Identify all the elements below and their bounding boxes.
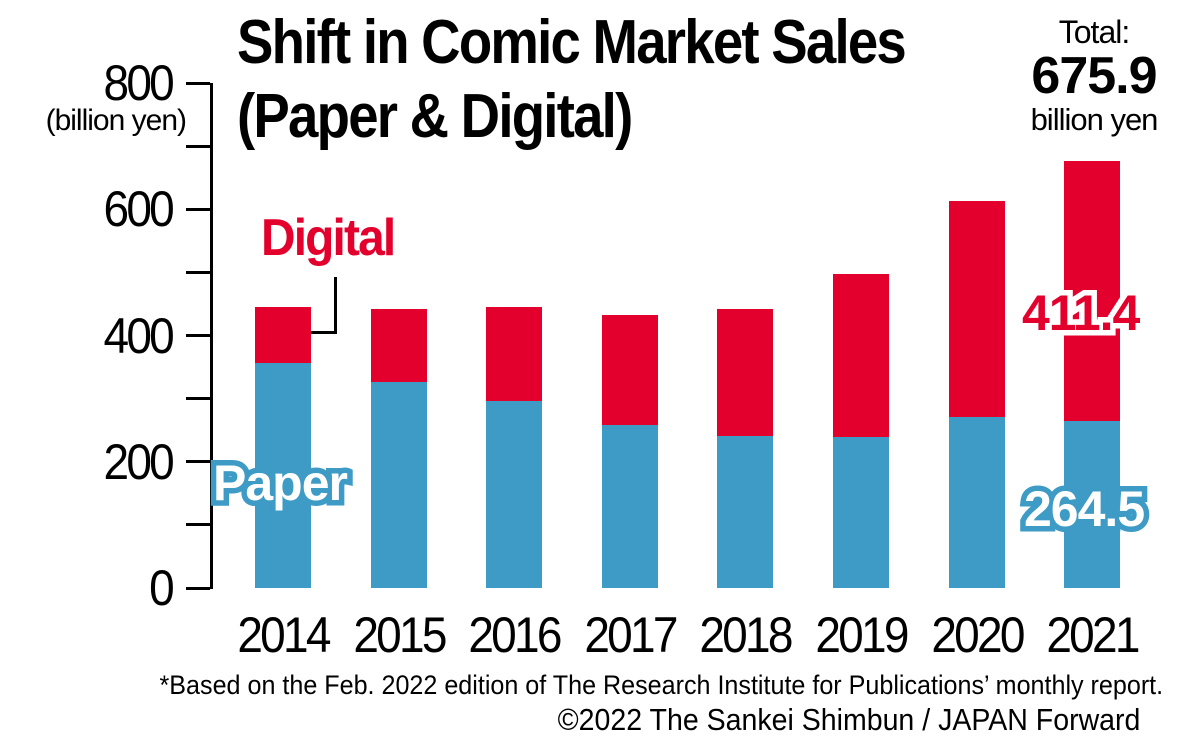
y-axis-tick-label-800: 800 xyxy=(103,55,175,111)
copyright-notice: ©2022 The Sankei Shimbun / JAPAN Forward xyxy=(557,702,1140,737)
paper-series-label-text: Paper xyxy=(213,455,348,511)
y-axis-unit-label: (billion yen) xyxy=(45,104,187,137)
y-axis-tick-label-200: 200 xyxy=(103,433,175,490)
y-axis-tick-700 xyxy=(186,144,210,148)
bar-paper-segment-2016 xyxy=(486,400,542,588)
paper-series-label-outline: Paper xyxy=(208,453,354,514)
y-axis-tick-500 xyxy=(186,270,210,274)
total-annotation: Total: 675.9 billion yen xyxy=(1011,14,1177,137)
digital-value-label-2021: 411.4 411.4 xyxy=(1016,283,1145,344)
bar-digital-segment-2016 xyxy=(486,306,542,401)
x-axis-label-2019: 2019 xyxy=(815,607,909,663)
y-axis-tick-label-400: 400 xyxy=(103,307,175,364)
bar-paper-segment-2020 xyxy=(949,417,1005,588)
y-axis-spine xyxy=(210,83,213,589)
y-axis-tick-200 xyxy=(186,460,210,464)
y-axis-tick-100 xyxy=(186,523,210,527)
digital-value-outline: 411.4 xyxy=(1016,283,1145,344)
x-axis-label-2020: 2020 xyxy=(931,607,1025,663)
paper-series-label: Paper Paper xyxy=(208,453,354,514)
bar-digital-segment-2020 xyxy=(949,201,1005,418)
y-axis-tick-300 xyxy=(186,397,210,401)
bar-paper-segment-2019 xyxy=(833,437,889,588)
digital-callout-line-vertical xyxy=(334,277,337,334)
digital-callout-line-horizontal xyxy=(311,331,337,334)
paper-value-label-2021: 264.5 264.5 xyxy=(1018,479,1150,540)
y-axis-tick-label-0: 0 xyxy=(149,560,175,616)
bar-digital-segment-2015 xyxy=(371,309,427,382)
bar-paper-segment-2015 xyxy=(371,381,427,588)
bar-digital-segment-2017 xyxy=(602,314,658,425)
x-axis-label-2014: 2014 xyxy=(237,607,331,663)
bar-digital-segment-2018 xyxy=(717,309,773,436)
chart-title-line2: (Paper & Digital) xyxy=(237,82,633,151)
bar-digital-segment-2014 xyxy=(255,306,311,363)
bar-paper-segment-2014 xyxy=(255,362,311,588)
x-axis-label-2017: 2017 xyxy=(584,607,678,663)
paper-value-outline: 264.5 xyxy=(1018,479,1150,540)
x-axis-label-2015: 2015 xyxy=(353,607,447,663)
x-axis-label-2018: 2018 xyxy=(699,607,793,663)
paper-value-text: 264.5 xyxy=(1024,481,1145,537)
total-label: Total: xyxy=(1058,14,1130,50)
bar-paper-segment-2018 xyxy=(717,435,773,588)
footnote: *Based on the Feb. 2022 edition of The R… xyxy=(159,670,1163,700)
y-axis-tick-label-600: 600 xyxy=(103,181,175,238)
x-axis-label-2016: 2016 xyxy=(468,607,562,663)
bar-paper-segment-2021 xyxy=(1064,421,1120,588)
total-value: 675.9 xyxy=(1031,47,1157,105)
digital-series-label: Digital xyxy=(261,209,396,267)
bar-paper-segment-2017 xyxy=(602,424,658,588)
bar-digital-segment-2021 xyxy=(1064,161,1120,422)
y-axis-tick-400 xyxy=(186,334,210,337)
total-unit: billion yen xyxy=(1030,102,1159,137)
y-axis-tick-600 xyxy=(186,207,210,211)
chart-title-line1: Shift in Comic Market Sales xyxy=(237,8,907,77)
x-axis-label-2021: 2021 xyxy=(1046,607,1140,663)
y-axis-tick-0 xyxy=(186,586,210,590)
y-axis-tick-800 xyxy=(186,81,210,85)
bar-digital-segment-2019 xyxy=(833,273,889,438)
digital-value-text: 411.4 xyxy=(1022,285,1140,341)
